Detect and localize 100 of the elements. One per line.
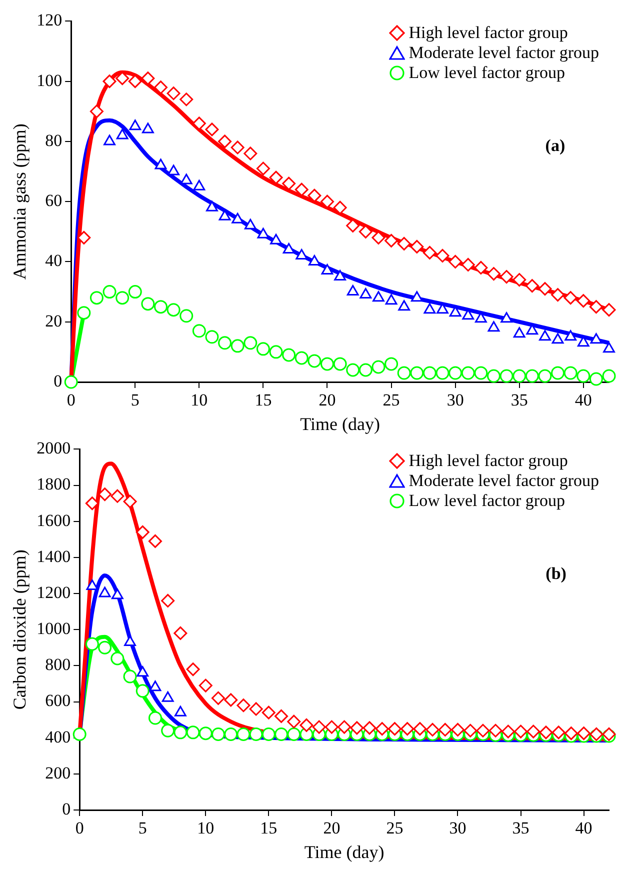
point xyxy=(426,722,440,736)
x-tick-label: 35 xyxy=(512,818,530,838)
point xyxy=(308,188,322,202)
point xyxy=(154,80,168,94)
point xyxy=(500,312,512,323)
point xyxy=(400,722,414,736)
point xyxy=(388,722,402,736)
point xyxy=(161,594,175,608)
point xyxy=(218,134,232,148)
point xyxy=(512,273,526,287)
point xyxy=(398,300,410,311)
point xyxy=(174,726,188,740)
point xyxy=(514,724,528,738)
point xyxy=(168,164,180,176)
point xyxy=(64,375,78,389)
point xyxy=(249,702,263,716)
point xyxy=(526,724,540,738)
point xyxy=(72,727,86,741)
point xyxy=(149,680,162,692)
point xyxy=(300,718,314,732)
point xyxy=(552,726,566,740)
point xyxy=(397,236,411,250)
point xyxy=(141,72,155,86)
y-tick-label: 2000 xyxy=(36,438,71,458)
point xyxy=(274,709,288,723)
point xyxy=(410,291,423,302)
point xyxy=(552,333,564,344)
point xyxy=(539,330,551,341)
point xyxy=(576,294,590,308)
x-tick-label: 30 xyxy=(446,390,464,410)
point xyxy=(334,270,346,281)
y-tick-label: 1600 xyxy=(36,510,71,530)
y-tick-label: 0 xyxy=(54,371,62,390)
point xyxy=(461,258,475,272)
point xyxy=(436,248,450,262)
point xyxy=(294,182,308,196)
point xyxy=(136,525,150,539)
x-tick-label: 15 xyxy=(254,390,272,410)
point xyxy=(77,306,91,320)
point xyxy=(346,218,360,232)
point xyxy=(244,218,256,230)
y-axis-title: Carbon dioxide (ppm) xyxy=(10,550,30,710)
point xyxy=(116,128,128,140)
point xyxy=(198,726,212,740)
point xyxy=(206,200,218,212)
point xyxy=(450,722,464,736)
point xyxy=(180,174,192,184)
point xyxy=(577,726,591,740)
point xyxy=(205,122,219,136)
y-tick-label: 0 xyxy=(62,799,71,818)
point xyxy=(136,684,150,698)
point xyxy=(224,727,238,741)
x-tick-label: 5 xyxy=(138,818,147,838)
legend-label: High level factor group xyxy=(408,451,568,472)
point xyxy=(424,303,436,314)
y-tick-label: 1200 xyxy=(36,582,71,602)
annotation: (a) xyxy=(545,136,566,156)
point xyxy=(154,158,167,170)
point xyxy=(262,727,276,741)
point xyxy=(590,333,602,344)
x-tick-label: 35 xyxy=(510,390,528,410)
x-tick-label: 5 xyxy=(130,390,140,410)
point xyxy=(320,194,334,208)
point xyxy=(90,104,104,118)
point xyxy=(212,691,226,705)
point xyxy=(589,372,603,386)
point xyxy=(589,300,603,314)
point xyxy=(525,279,539,293)
point xyxy=(360,288,372,299)
x-tick-label: 30 xyxy=(449,818,466,838)
point xyxy=(551,288,565,302)
point xyxy=(236,698,250,712)
point xyxy=(174,706,186,716)
point xyxy=(282,242,295,254)
y-tick-label: 20 xyxy=(45,311,62,330)
point xyxy=(270,234,282,244)
point xyxy=(148,711,162,725)
y-tick-label: 800 xyxy=(45,655,71,674)
legend-label: Moderate level factor group xyxy=(408,471,599,492)
x-axis-title: Time (day) xyxy=(300,414,380,434)
y-tick-label: 600 xyxy=(45,691,71,710)
point xyxy=(98,586,111,598)
point xyxy=(148,534,162,548)
point xyxy=(192,116,206,130)
point xyxy=(244,146,258,160)
point xyxy=(116,72,130,86)
point xyxy=(128,74,142,88)
y-tick-label: 40 xyxy=(45,251,62,270)
point xyxy=(438,722,452,736)
point xyxy=(501,724,515,738)
point xyxy=(282,176,296,190)
y-tick-label: 1000 xyxy=(36,619,71,638)
y-tick-label: 1400 xyxy=(36,546,71,566)
point xyxy=(308,254,320,266)
point xyxy=(538,282,552,296)
point xyxy=(474,260,488,274)
point xyxy=(486,267,500,281)
point xyxy=(102,74,116,88)
point xyxy=(166,86,180,100)
x-tick-label: 25 xyxy=(386,818,404,838)
